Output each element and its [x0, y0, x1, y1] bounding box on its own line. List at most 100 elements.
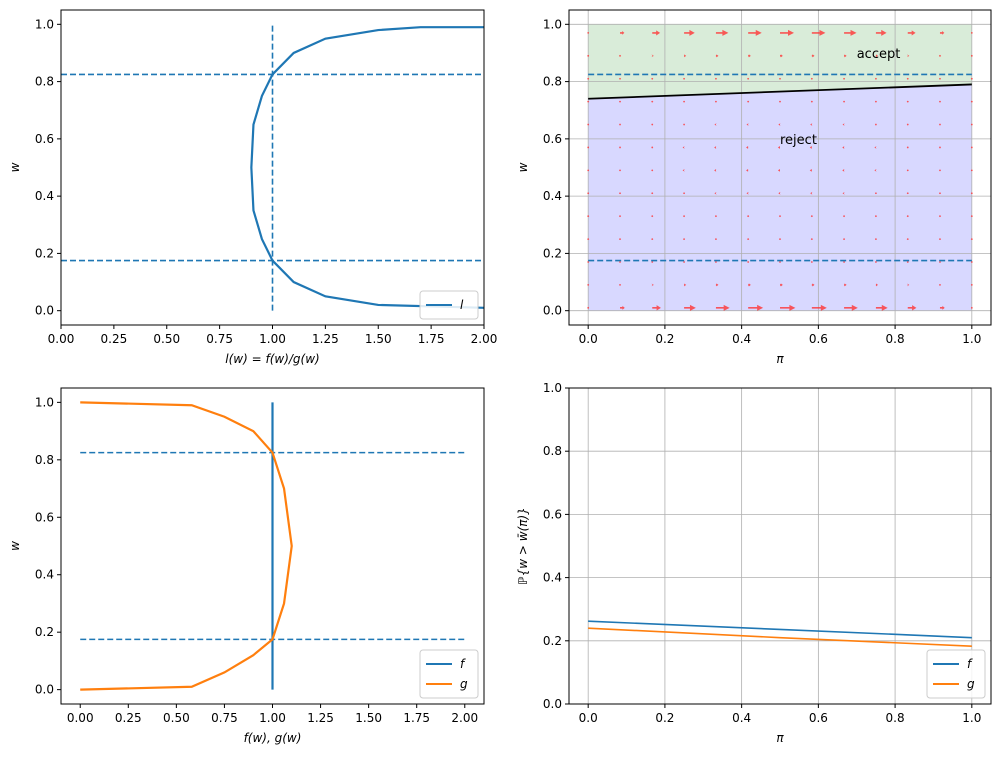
y-tick-label: 0.4	[543, 571, 562, 585]
y-tick-label: 1.0	[543, 17, 562, 31]
legend-box	[926, 649, 986, 699]
quiver-arrow	[811, 29, 826, 36]
x-tick-label: 0.25	[115, 711, 142, 725]
quiver-arrow	[651, 261, 654, 263]
quiver-arrow	[683, 123, 685, 126]
quiver-arrow	[779, 100, 781, 103]
quiver-arrow	[811, 304, 827, 311]
y-tick-label: 0.6	[543, 132, 562, 146]
quiver-arrow	[587, 306, 590, 309]
quiver-arrow	[587, 284, 590, 286]
y-tick-label: 0.4	[543, 189, 562, 203]
quiver-arrow	[842, 191, 845, 195]
quiver-arrow	[842, 168, 845, 172]
quiver-arrow	[683, 215, 685, 218]
quiver-arrow	[970, 146, 973, 149]
quiver-arrow	[682, 146, 685, 149]
legend-label-f: f	[460, 657, 466, 671]
quiver-arrow	[683, 238, 685, 240]
quiver-arrow	[810, 238, 813, 240]
quiver-arrow	[619, 284, 621, 286]
plot-area	[61, 24, 484, 311]
y-axis-label: w	[8, 162, 22, 172]
quiver-arrow	[747, 238, 750, 240]
y-tick-label: 0.4	[35, 568, 54, 582]
quiver-arrow	[844, 29, 857, 36]
quiver-arrow	[587, 192, 590, 195]
series-line-g	[588, 627, 972, 647]
subplot-tl: 0.00 0.25 0.50 0.75 1.00 1.25 1.50 1.75 2.00 0.0 0…	[8, 9, 497, 366]
quiver-arrow	[651, 100, 654, 103]
quiver-arrow	[748, 29, 762, 36]
quiver-arrow	[747, 77, 750, 80]
quiver-arrow	[907, 283, 910, 287]
quiver-arrow	[652, 30, 661, 36]
quiver-arrow	[970, 192, 973, 195]
x-tick-label: 0.50	[153, 332, 180, 346]
x-axis-label: π	[776, 731, 784, 745]
quiver-arrow	[715, 215, 717, 218]
quiver-arrow	[779, 261, 781, 263]
quiver-arrow	[652, 305, 661, 311]
quiver-arrow	[651, 169, 654, 172]
quiver-arrow	[651, 123, 654, 126]
x-tick-label: 0.00	[48, 332, 75, 346]
quiver-arrow	[970, 169, 973, 172]
y-tick-label: 0.8	[543, 75, 562, 89]
quiver-arrow	[620, 305, 625, 310]
quiver-arrow	[682, 169, 685, 172]
quiver-arrow	[651, 238, 654, 240]
quiver-arrow	[970, 100, 973, 103]
x-tick-label: 0.6	[809, 332, 828, 346]
axes-frame	[568, 387, 992, 705]
quiver-arrow	[777, 146, 780, 149]
y-axis-label: ℙ{w > w̄(π)}	[516, 507, 530, 585]
quiver-arrow	[939, 215, 941, 218]
quiver-arrow	[684, 304, 696, 311]
quiver-arrow	[714, 191, 717, 195]
x-tick-label: 1.00	[259, 711, 286, 725]
quiver-arrow	[970, 54, 973, 57]
quiver-arrow	[587, 238, 590, 240]
quiver-arrow	[714, 168, 717, 172]
x-tick-label: 0.6	[809, 711, 828, 725]
quiver-arrow	[619, 215, 621, 218]
quiver-arrow	[780, 29, 794, 36]
quiver-arrow	[683, 261, 685, 263]
y-tick-label: 0.0	[543, 304, 562, 318]
x-tick-label: 1.75	[403, 711, 430, 725]
y-tick-label: 0.0	[35, 304, 54, 318]
quiver-arrow	[809, 146, 812, 149]
quiver-arrow	[875, 100, 877, 103]
x-tick-label: 0.0	[579, 711, 598, 725]
quiver-arrow	[777, 168, 780, 172]
quiver-arrow	[714, 146, 717, 149]
quiver-arrow	[619, 77, 621, 80]
quiver-arrow	[939, 54, 941, 57]
reservation-wage-line	[588, 83, 972, 100]
quiver-arrow	[906, 238, 909, 240]
quiver-arrow	[747, 215, 750, 218]
quiver-arrow	[875, 238, 877, 240]
quiver-arrow	[619, 192, 621, 195]
x-tick-label: 0.25	[101, 332, 128, 346]
quiver-arrow	[875, 215, 877, 218]
quiver-arrow	[714, 123, 717, 126]
x-tick-label: 1.25	[312, 332, 339, 346]
y-tick-label: 0.8	[543, 444, 562, 458]
quiver-arrow	[651, 77, 654, 80]
quiver-arrow	[619, 123, 621, 126]
legend-label-g: g	[460, 677, 468, 691]
quiver-arrow	[970, 32, 973, 34]
quiver-arrow	[810, 215, 813, 218]
quiver-arrow	[875, 77, 877, 80]
quiver-arrow	[746, 191, 749, 195]
quiver-arrow	[587, 123, 590, 126]
quiver-arrow	[587, 77, 590, 80]
x-tick-label: 1.75	[418, 332, 445, 346]
quiver-arrow	[619, 54, 621, 57]
quiver-arrow	[844, 54, 847, 58]
x-axis-label: π	[776, 352, 784, 366]
quiver-arrow	[970, 238, 973, 240]
quiver-arrow	[843, 261, 845, 263]
